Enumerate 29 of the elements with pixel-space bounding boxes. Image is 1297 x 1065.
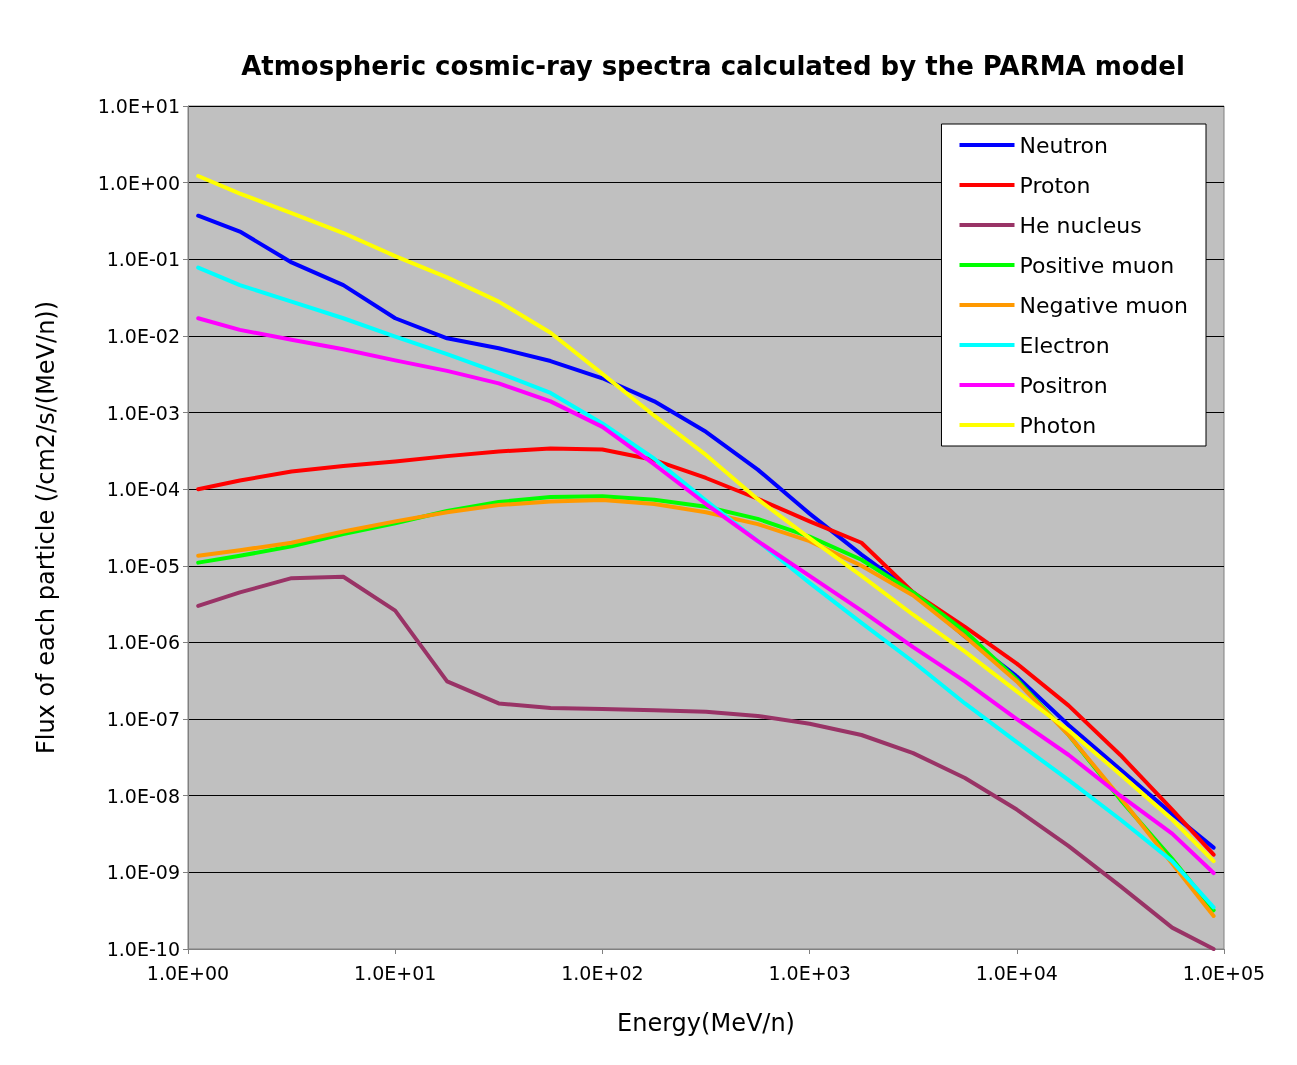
y-axis-title: Flux of each particle (/cm2/s/(MeV/n)): [32, 300, 60, 755]
y-tick-label: 1.0E+00: [97, 171, 180, 194]
legend-label: Positron: [1019, 372, 1108, 398]
x-tick-label: 1.0E+02: [561, 961, 644, 984]
legend-label: Electron: [1019, 332, 1110, 358]
y-tick-label: 1.0E-08: [106, 784, 180, 807]
y-tick-label: 1.0E-04: [106, 478, 180, 501]
y-tick-label: 1.0E-05: [106, 554, 180, 577]
chart-title: Atmospheric cosmic-ray spectra calculated by the PARMA model: [241, 51, 1185, 81]
x-tick-label: 1.0E+03: [768, 961, 851, 984]
y-tick-label: 1.0E-02: [106, 324, 180, 347]
legend-label: Positive muon: [1019, 252, 1175, 278]
x-tick-label: 1.0E+04: [975, 961, 1058, 984]
y-tick-label: 1.0E+01: [97, 95, 180, 117]
y-tick-label: 1.0E-03: [106, 401, 180, 424]
legend-label: Proton: [1019, 172, 1091, 198]
legend-label: Photon: [1019, 412, 1097, 438]
y-tick-label: 1.0E-07: [106, 708, 180, 731]
legend-label: Neutron: [1019, 132, 1109, 158]
x-tick-label: 1.0E+00: [146, 961, 230, 984]
legend-label: He nucleus: [1019, 212, 1142, 238]
y-tick-label: 1.0E-09: [106, 861, 180, 884]
y-tick-label: 1.0E-06: [106, 631, 180, 654]
legend-label: Negative muon: [1019, 292, 1189, 318]
x-axis-title: Energy(MeV/n): [617, 1009, 795, 1037]
x-tick-label: 1.0E+01: [354, 961, 437, 984]
y-tick-label: 1.0E-01: [106, 248, 180, 271]
y-tick-label: 1.0E-10: [106, 938, 180, 960]
x-tick-label: 1.0E+05: [1182, 961, 1266, 984]
